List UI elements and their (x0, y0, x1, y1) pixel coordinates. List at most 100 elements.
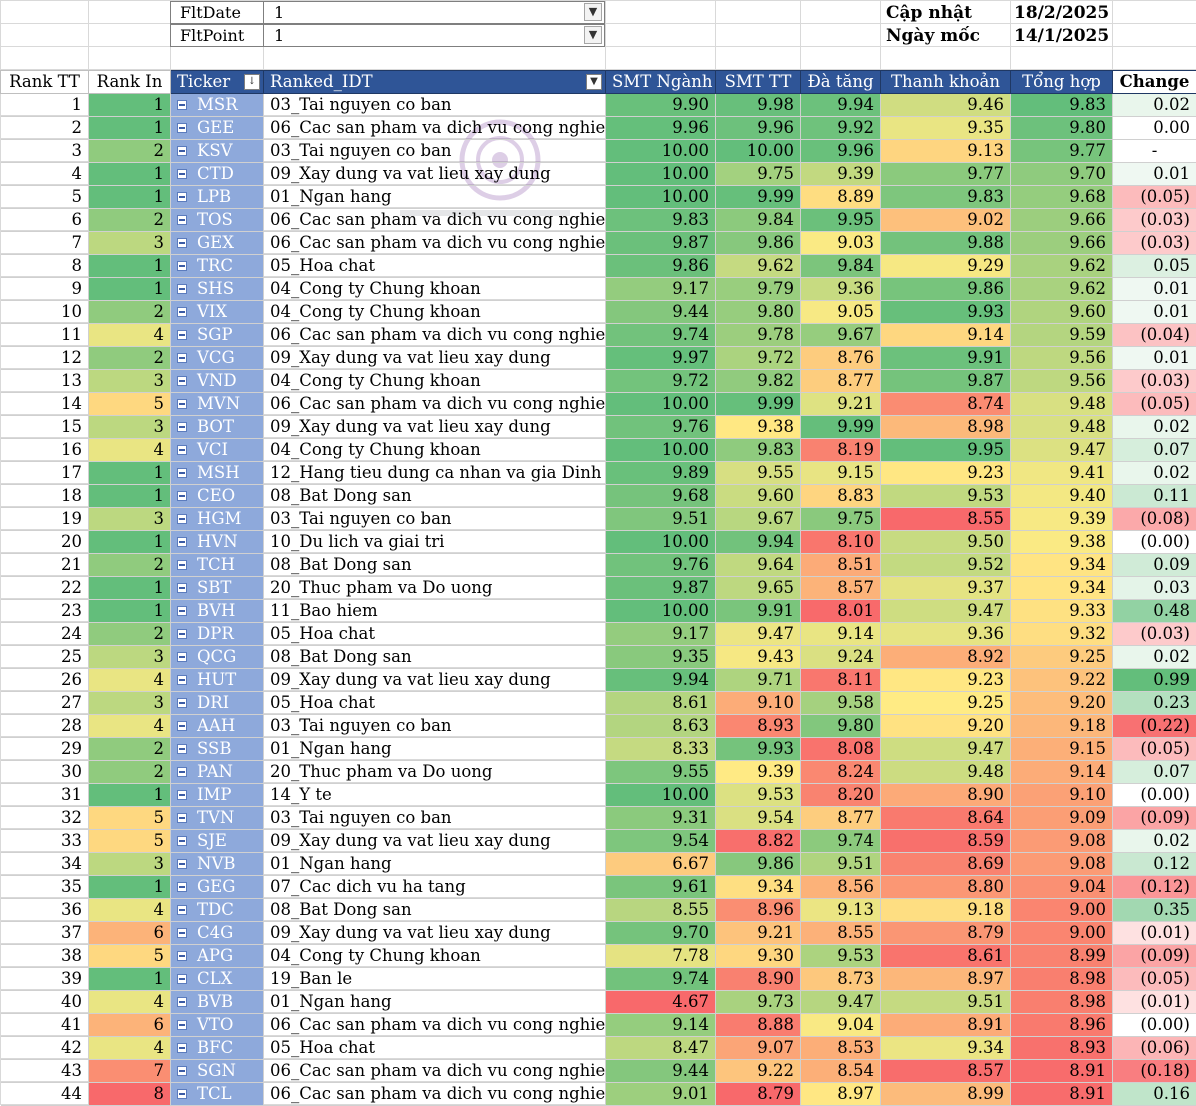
da-tang-cell[interactable]: 8.56 (801, 876, 881, 899)
tong-hop-cell[interactable]: 9.66 (1011, 232, 1113, 255)
smt-tt-cell[interactable]: 9.54 (716, 807, 801, 830)
da-tang-cell[interactable]: 9.58 (801, 692, 881, 715)
smt-nganh-cell[interactable]: 10.00 (606, 531, 716, 554)
da-tang-cell[interactable]: 8.19 (801, 439, 881, 462)
smt-nganh-cell[interactable]: 10.00 (606, 439, 716, 462)
smt-tt-cell[interactable]: 9.78 (716, 324, 801, 347)
thanh-khoan-cell[interactable]: 9.52 (881, 554, 1011, 577)
rank-tt-cell[interactable]: 40 (1, 991, 89, 1014)
col-header-tong-hop[interactable]: Tổng hợp (1011, 71, 1113, 94)
change-cell[interactable]: (0.00) (1113, 1014, 1196, 1037)
da-tang-cell[interactable]: 9.03 (801, 232, 881, 255)
filter-point-value[interactable]: 1 (274, 26, 284, 45)
ranked-idt-cell[interactable]: 20_Thuc pham va Do uong (264, 761, 606, 784)
change-cell[interactable]: (0.09) (1113, 807, 1196, 830)
rank-tt-cell[interactable]: 15 (1, 416, 89, 439)
collapse-minus-icon[interactable] (177, 1043, 187, 1053)
collapse-minus-icon[interactable] (177, 790, 187, 800)
rank-tt-cell[interactable]: 3 (1, 140, 89, 163)
ranked-idt-cell[interactable]: 07_Cac dich vu ha tang (264, 876, 606, 899)
tong-hop-cell[interactable]: 8.91 (1011, 1083, 1113, 1106)
ranked-idt-cell[interactable]: 06_Cac san pham va dich vu cong nghiep (264, 324, 606, 347)
ticker-cell[interactable]: TOS (171, 209, 264, 232)
filter-dropdown-icon[interactable]: ▼ (584, 3, 602, 21)
collapse-minus-icon[interactable] (177, 376, 187, 386)
tong-hop-cell[interactable]: 9.14 (1011, 761, 1113, 784)
smt-nganh-cell[interactable]: 10.00 (606, 186, 716, 209)
col-header-da-tang[interactable]: Đà tăng (801, 71, 881, 94)
change-cell[interactable]: (0.05) (1113, 393, 1196, 416)
thanh-khoan-cell[interactable]: 8.99 (881, 1083, 1011, 1106)
smt-nganh-cell[interactable]: 9.76 (606, 416, 716, 439)
rank-in-cell[interactable]: 3 (89, 853, 171, 876)
rank-tt-cell[interactable]: 42 (1, 1037, 89, 1060)
tong-hop-cell[interactable]: 8.98 (1011, 968, 1113, 991)
col-header-ranked-idt[interactable]: Ranked_IDT▼ (264, 71, 606, 94)
col-header-smt-nganh[interactable]: SMT Ngành (606, 71, 716, 94)
smt-nganh-cell[interactable]: 9.55 (606, 761, 716, 784)
ranked-idt-cell[interactable]: 06_Cac san pham va dich vu cong nghiep (264, 232, 606, 255)
rank-tt-cell[interactable]: 31 (1, 784, 89, 807)
thanh-khoan-cell[interactable]: 9.20 (881, 715, 1011, 738)
change-cell[interactable]: - (1113, 140, 1196, 163)
ticker-cell[interactable]: HVN (171, 531, 264, 554)
change-cell[interactable]: (0.18) (1113, 1060, 1196, 1083)
ranked-idt-cell[interactable]: 08_Bat Dong san (264, 485, 606, 508)
rank-in-cell[interactable]: 2 (89, 301, 171, 324)
collapse-minus-icon[interactable] (177, 1066, 187, 1076)
da-tang-cell[interactable]: 9.53 (801, 945, 881, 968)
smt-nganh-cell[interactable]: 9.01 (606, 1083, 716, 1106)
tong-hop-cell[interactable]: 9.15 (1011, 738, 1113, 761)
smt-tt-cell[interactable]: 9.73 (716, 991, 801, 1014)
tong-hop-cell[interactable]: 9.33 (1011, 600, 1113, 623)
ranked-idt-cell[interactable]: 04_Cong ty Chung khoan (264, 278, 606, 301)
col-header-change[interactable]: Change (1113, 71, 1196, 94)
da-tang-cell[interactable]: 9.96 (801, 140, 881, 163)
ranked-idt-cell[interactable]: 20_Thuc pham va Do uong (264, 577, 606, 600)
ticker-cell[interactable]: SBT (171, 577, 264, 600)
ticker-cell[interactable]: SGP (171, 324, 264, 347)
tong-hop-cell[interactable]: 9.41 (1011, 462, 1113, 485)
thanh-khoan-cell[interactable]: 9.14 (881, 324, 1011, 347)
ticker-cell[interactable]: TDC (171, 899, 264, 922)
rank-in-cell[interactable]: 1 (89, 784, 171, 807)
smt-nganh-cell[interactable]: 9.96 (606, 117, 716, 140)
rank-in-cell[interactable]: 3 (89, 370, 171, 393)
rank-tt-cell[interactable]: 1 (1, 94, 89, 117)
tong-hop-cell[interactable]: 9.34 (1011, 554, 1113, 577)
thanh-khoan-cell[interactable]: 9.53 (881, 485, 1011, 508)
smt-tt-cell[interactable]: 9.21 (716, 922, 801, 945)
collapse-minus-icon[interactable] (177, 928, 187, 938)
ranked-idt-cell[interactable]: 03_Tai nguyen co ban (264, 508, 606, 531)
da-tang-cell[interactable]: 8.83 (801, 485, 881, 508)
rank-tt-cell[interactable]: 21 (1, 554, 89, 577)
ticker-cell[interactable]: QCG (171, 646, 264, 669)
tong-hop-cell[interactable]: 8.93 (1011, 1037, 1113, 1060)
collapse-minus-icon[interactable] (177, 882, 187, 892)
sort-descending-icon[interactable]: ↓ (244, 74, 260, 90)
ranked-idt-cell[interactable]: 14_Y te (264, 784, 606, 807)
thanh-khoan-cell[interactable]: 9.91 (881, 347, 1011, 370)
smt-tt-cell[interactable]: 9.62 (716, 255, 801, 278)
thanh-khoan-cell[interactable]: 8.69 (881, 853, 1011, 876)
collapse-minus-icon[interactable] (177, 169, 187, 179)
change-cell[interactable]: 0.07 (1113, 761, 1196, 784)
col-header-thanh-khoan[interactable]: Thanh khoản (881, 71, 1011, 94)
smt-nganh-cell[interactable]: 9.61 (606, 876, 716, 899)
tong-hop-cell[interactable]: 9.32 (1011, 623, 1113, 646)
da-tang-cell[interactable]: 9.21 (801, 393, 881, 416)
filter-dropdown-icon[interactable]: ▼ (586, 74, 602, 90)
ticker-cell[interactable]: MSH (171, 462, 264, 485)
da-tang-cell[interactable]: 8.08 (801, 738, 881, 761)
tong-hop-cell[interactable]: 9.10 (1011, 784, 1113, 807)
change-cell[interactable]: 0.01 (1113, 163, 1196, 186)
rank-tt-cell[interactable]: 23 (1, 600, 89, 623)
collapse-minus-icon[interactable] (177, 307, 187, 317)
smt-nganh-cell[interactable]: 8.63 (606, 715, 716, 738)
collapse-minus-icon[interactable] (177, 675, 187, 685)
rank-tt-cell[interactable]: 19 (1, 508, 89, 531)
rank-in-cell[interactable]: 5 (89, 830, 171, 853)
smt-nganh-cell[interactable]: 9.97 (606, 347, 716, 370)
change-cell[interactable]: 0.12 (1113, 853, 1196, 876)
collapse-minus-icon[interactable] (177, 997, 187, 1007)
